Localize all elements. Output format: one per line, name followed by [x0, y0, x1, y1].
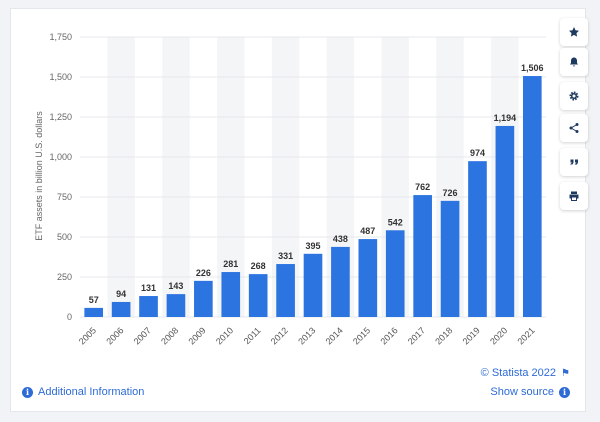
- x-tick-label: 2012: [269, 325, 290, 346]
- show-source-label: Show source: [490, 386, 554, 398]
- bar-2015[interactable]: [358, 239, 378, 317]
- value-label: 226: [196, 268, 211, 278]
- x-tick-label: 2017: [406, 325, 427, 346]
- favorite-button[interactable]: [560, 18, 588, 46]
- flag-icon: ⚑: [561, 367, 570, 379]
- print-icon: [569, 191, 579, 201]
- copyright-text: © Statista 2022: [480, 367, 557, 379]
- x-tick-label: 2010: [214, 325, 235, 346]
- cite-button[interactable]: [560, 148, 588, 176]
- background-band: [217, 37, 245, 317]
- x-tick-label: 2008: [159, 325, 180, 346]
- value-label: 331: [278, 251, 293, 261]
- y-tick-label: 0: [67, 312, 72, 322]
- x-tick-label: 2015: [351, 325, 372, 346]
- print-button[interactable]: [560, 182, 588, 210]
- y-tick-label: 250: [57, 272, 72, 282]
- bar-2006[interactable]: [111, 301, 131, 317]
- y-tick-label: 500: [57, 232, 72, 242]
- bar-2017[interactable]: [413, 195, 432, 317]
- y-tick-label: 1,250: [49, 112, 72, 122]
- value-label: 438: [333, 234, 348, 244]
- value-label: 131: [141, 283, 156, 293]
- gear-icon: [569, 91, 579, 101]
- x-tick-label: 2014: [324, 325, 345, 346]
- value-label: 1,506: [521, 63, 544, 73]
- bar-2016[interactable]: [385, 230, 405, 317]
- value-label: 762: [415, 182, 430, 192]
- value-label: 542: [388, 217, 403, 227]
- x-tick-label: 2016: [378, 325, 399, 346]
- info-icon: i: [559, 386, 570, 398]
- x-tick-label: 2011: [242, 325, 263, 346]
- bar-2012[interactable]: [276, 264, 295, 317]
- x-tick-label: 2020: [488, 325, 509, 346]
- value-label: 143: [168, 281, 183, 291]
- share-button[interactable]: [560, 114, 588, 142]
- bar-2018[interactable]: [440, 200, 460, 317]
- copyright[interactable]: © Statista 2022 ⚑: [481, 367, 570, 379]
- x-tick-label: 2007: [132, 325, 153, 346]
- value-label: 395: [305, 241, 320, 251]
- x-tick-label: 2009: [187, 325, 208, 346]
- bar-2011[interactable]: [248, 274, 268, 317]
- star-icon: [569, 27, 579, 37]
- x-axis-ticks: 2005 2006 2007 2008 2009 2010 2011 2012 2013 2014…: [77, 325, 537, 346]
- value-label: 1,194: [494, 113, 517, 123]
- bar-2019[interactable]: [468, 161, 487, 317]
- bar-2020[interactable]: [495, 125, 515, 318]
- bar-2014[interactable]: [331, 246, 350, 317]
- value-label: 57: [89, 295, 99, 305]
- x-tick-label: 2021: [515, 325, 536, 346]
- value-label: 974: [470, 148, 485, 158]
- bell-icon: [570, 57, 578, 67]
- share-icon: [569, 123, 579, 133]
- value-label: 268: [251, 261, 266, 271]
- x-tick-label: 2018: [433, 325, 454, 346]
- bar-2009[interactable]: [194, 280, 213, 317]
- x-tick-label: 2005: [77, 325, 98, 346]
- value-labels: 57 94 131 143 226 281 268 331 395 438 487 542 762 726…: [89, 63, 544, 305]
- y-tick-label: 1,750: [49, 32, 72, 42]
- bar-2021[interactable]: [522, 76, 542, 317]
- show-source-link[interactable]: Show source i: [490, 386, 570, 398]
- quote-icon: [570, 159, 578, 165]
- value-label: 487: [360, 226, 375, 236]
- y-tick-label: 1,500: [49, 72, 72, 82]
- bar-2008[interactable]: [166, 294, 186, 317]
- bar-2007[interactable]: [139, 296, 158, 317]
- value-label: 726: [443, 188, 458, 198]
- additional-information-link[interactable]: i Additional Information: [22, 386, 144, 398]
- x-tick-label: 2019: [461, 325, 482, 346]
- background-bands: [107, 37, 519, 317]
- bar-2010[interactable]: [221, 272, 241, 317]
- background-band: [107, 37, 135, 317]
- value-label: 281: [223, 259, 238, 269]
- y-axis-label: ETF assets in billion U.S. dollars: [34, 111, 44, 241]
- y-axis-ticks: 0 250 500 750 1,000 1,250 1,500 1,750: [49, 32, 72, 322]
- x-tick-label: 2013: [296, 325, 317, 346]
- x-tick-label: 2006: [104, 325, 125, 346]
- y-tick-label: 1,000: [49, 152, 72, 162]
- y-tick-label: 750: [57, 192, 72, 202]
- settings-button[interactable]: [560, 82, 588, 110]
- background-band: [162, 37, 190, 317]
- bar-2013[interactable]: [303, 253, 323, 317]
- additional-information-label: Additional Information: [38, 386, 145, 398]
- bar-2005[interactable]: [84, 307, 104, 317]
- info-icon: i: [22, 386, 33, 398]
- value-label: 94: [116, 289, 126, 299]
- bars: [84, 76, 542, 318]
- notification-button[interactable]: [560, 48, 588, 76]
